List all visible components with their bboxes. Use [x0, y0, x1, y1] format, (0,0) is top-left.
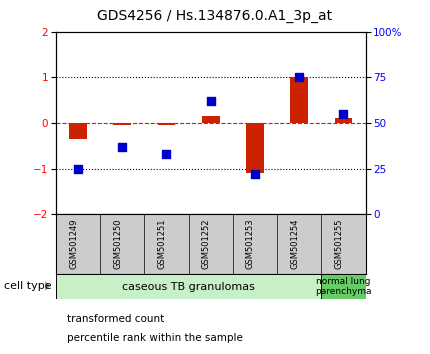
Text: transformed count: transformed count	[67, 314, 164, 324]
Bar	[246, 123, 264, 173]
Text: cell type: cell type	[4, 281, 52, 291]
Bar	[335, 118, 352, 123]
Bar	[202, 116, 220, 123]
Text: GSM501255: GSM501255	[335, 218, 344, 269]
Bar	[158, 123, 175, 125]
Text: GDS4256 / Hs.134876.0.A1_3p_at: GDS4256 / Hs.134876.0.A1_3p_at	[98, 9, 332, 23]
Text: GSM501249: GSM501249	[69, 218, 78, 269]
Point	[119, 144, 126, 149]
Text: GSM501251: GSM501251	[157, 218, 166, 269]
Text: GSM501252: GSM501252	[202, 218, 211, 269]
Bar	[321, 274, 366, 299]
Point	[74, 166, 81, 171]
Point	[207, 98, 214, 104]
Text: GSM501253: GSM501253	[246, 218, 255, 269]
Bar	[69, 123, 87, 139]
Text: caseous TB granulomas: caseous TB granulomas	[122, 282, 255, 292]
Point	[163, 151, 170, 157]
Bar	[290, 78, 308, 123]
Point	[340, 111, 347, 117]
Text: GSM501254: GSM501254	[290, 218, 299, 269]
Text: normal lung
parenchyma: normal lung parenchyma	[315, 277, 372, 296]
Polygon shape	[45, 281, 50, 291]
Bar	[56, 274, 321, 299]
Text: GSM501250: GSM501250	[113, 218, 122, 269]
Point	[252, 171, 258, 177]
Text: percentile rank within the sample: percentile rank within the sample	[67, 333, 243, 343]
Point	[296, 75, 303, 80]
Bar	[114, 123, 131, 125]
